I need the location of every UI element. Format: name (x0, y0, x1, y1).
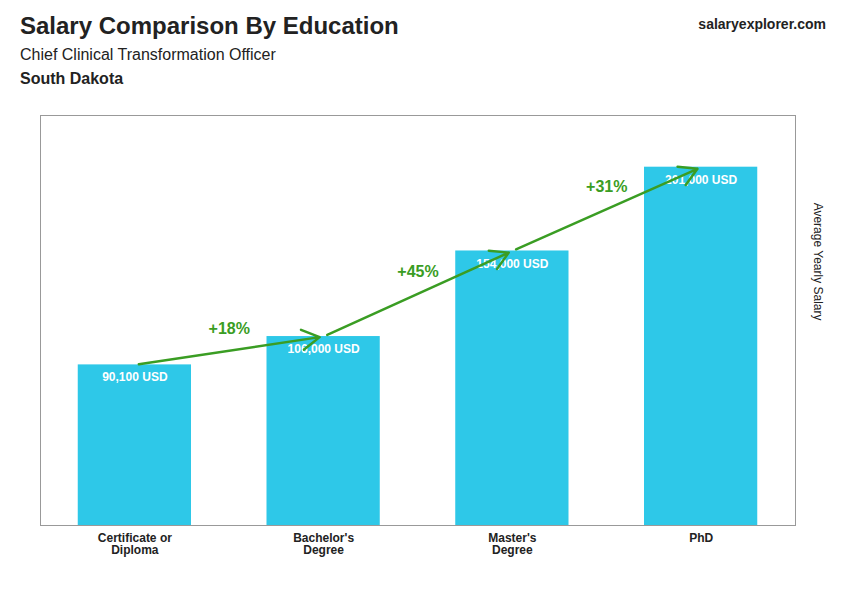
svg-text:201,000 USD: 201,000 USD (665, 172, 738, 187)
svg-text:Certificate orDiploma: Certificate orDiploma (98, 531, 172, 557)
svg-text:90,100 USD: 90,100 USD (102, 370, 168, 384)
svg-text:+18%: +18% (209, 320, 250, 337)
html-text:salaryexplorer.com: salaryexplorer.com (698, 16, 826, 32)
svg-text:+45%: +45% (397, 263, 438, 280)
html-text:South Dakota: South Dakota (20, 69, 124, 87)
svg-text:Bachelor'sDegree: Bachelor'sDegree (293, 531, 354, 557)
svg-text:+31%: +31% (586, 178, 627, 195)
svg-text:PhD: PhD (689, 531, 713, 545)
svg-text:Master'sDegree: Master'sDegree (488, 531, 537, 557)
svg-text:154,000 USD: 154,000 USD (476, 256, 549, 271)
html-text:Salary Comparison By Education: Salary Comparison By Education (20, 12, 399, 39)
svg-text:106,000 USD: 106,000 USD (288, 342, 360, 356)
html-text:Chief Clinical Transformation: Chief Clinical Transformation Officer (20, 45, 276, 63)
svg-text:Average Yearly Salary: Average Yearly Salary (811, 202, 825, 320)
